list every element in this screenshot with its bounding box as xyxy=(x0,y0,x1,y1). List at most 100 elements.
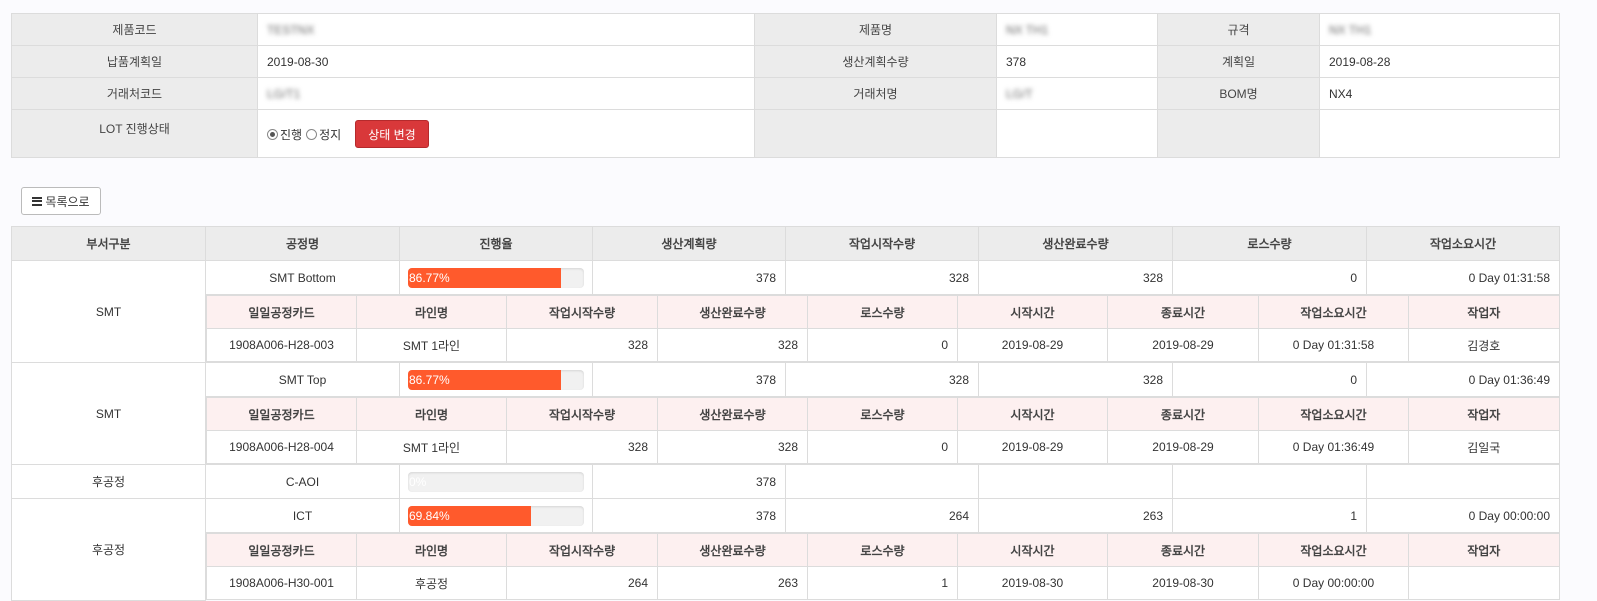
product-name-label: 제품명 xyxy=(754,13,997,46)
plan-qty: 378 xyxy=(592,362,786,397)
progress-fill xyxy=(408,505,531,526)
col-process: 공정명 xyxy=(205,226,400,261)
line-name: SMT 1라인 xyxy=(356,430,507,464)
empty-label-cell xyxy=(754,109,997,158)
detail-start-time: 2019-08-30 xyxy=(957,566,1108,600)
detail-loss-qty: 1 xyxy=(807,566,958,600)
client-name-value: LG/T xyxy=(1006,86,1033,101)
progress-text: 86.77% xyxy=(409,270,450,285)
list-icon xyxy=(32,196,43,206)
detail-done-qty: 263 xyxy=(657,566,808,600)
client-code-value: LG/T1 xyxy=(267,86,301,101)
col-done: 생산완료수량 xyxy=(978,226,1173,261)
card-id: 1908A006-H30-001 xyxy=(206,566,357,600)
dept-cell: SMT xyxy=(11,362,206,465)
dept-cell: 후공정 xyxy=(11,464,206,499)
radio-progress-label: 진행 xyxy=(280,127,303,142)
detail-start-qty: 328 xyxy=(506,430,658,464)
progress-text: 69.84% xyxy=(409,508,450,523)
detail-start-time: 2019-08-29 xyxy=(957,430,1108,464)
progress-bar: 0% xyxy=(408,471,584,492)
empty-value-cell xyxy=(1319,109,1560,158)
sub-col-done: 생산완료수량 xyxy=(657,533,808,567)
back-to-list-label: 목록으로 xyxy=(45,194,90,209)
change-status-button[interactable]: 상태 변경 xyxy=(355,120,429,148)
radio-stop[interactable]: 정지 xyxy=(306,126,341,143)
loss-qty: 1 xyxy=(1172,498,1367,533)
progress-text: 0% xyxy=(409,474,427,489)
col-progress: 진행율 xyxy=(399,226,593,261)
sub-col-line: 라인명 xyxy=(356,397,507,431)
detail-work-time: 0 Day 00:00:00 xyxy=(1258,566,1409,600)
bom-value: NX4 xyxy=(1319,77,1560,110)
plan-qty: 378 xyxy=(592,498,786,533)
product-code-value: TESTNX xyxy=(267,22,315,37)
loss-qty: 0 xyxy=(1172,362,1367,397)
sub-col-line: 라인명 xyxy=(356,295,507,329)
plan-qty: 378 xyxy=(592,260,786,295)
radio-progress[interactable]: 진행 xyxy=(267,126,302,143)
detail-table: 일일공정카드 라인명 작업시작수량 생산완료수량 로스수량 시작시간 종료시간 … xyxy=(206,295,1560,362)
sub-col-start-time: 시작시간 xyxy=(957,295,1108,329)
detail-table: 일일공정카드 라인명 작업시작수량 생산완료수량 로스수량 시작시간 종료시간 … xyxy=(206,533,1560,600)
start-qty: 264 xyxy=(785,498,979,533)
process-table-header: 부서구분 공정명 진행율 생산계획량 작업시작수량 생산완료수량 로스수량 작업… xyxy=(11,226,1560,261)
sub-col-start: 작업시작수량 xyxy=(506,295,658,329)
detail-end-time: 2019-08-29 xyxy=(1107,328,1259,362)
detail-worker: 김경호 xyxy=(1408,328,1560,362)
sub-col-worker: 작업자 xyxy=(1408,533,1560,567)
dept-cell: 후공정 xyxy=(11,498,206,601)
sub-col-start: 작업시작수량 xyxy=(506,397,658,431)
sub-col-worker: 작업자 xyxy=(1408,295,1560,329)
process-name: ICT xyxy=(205,498,400,533)
process-name: C-AOI xyxy=(205,464,400,499)
detail-end-time: 2019-08-29 xyxy=(1107,430,1259,464)
sub-col-end-time: 종료시간 xyxy=(1107,295,1259,329)
detail-row: 1908A006-H30-001 후공정 264 263 1 2019-08-3… xyxy=(206,566,1560,600)
sub-col-end-time: 종료시간 xyxy=(1107,533,1259,567)
plan-date-value: 2019-08-28 xyxy=(1319,45,1560,78)
done-qty: 328 xyxy=(978,362,1173,397)
card-id: 1908A006-H28-004 xyxy=(206,430,357,464)
progress-fill xyxy=(408,267,561,288)
work-time: 0 Day 00:00:00 xyxy=(1366,498,1560,533)
loss-qty: 0 xyxy=(1172,260,1367,295)
detail-header: 일일공정카드 라인명 작업시작수량 생산완료수량 로스수량 시작시간 종료시간 … xyxy=(206,397,1560,431)
sub-col-time: 작업소요시간 xyxy=(1258,533,1409,567)
detail-done-qty: 328 xyxy=(657,328,808,362)
sub-col-loss: 로스수량 xyxy=(807,295,958,329)
progress-text: 86.77% xyxy=(409,372,450,387)
delivery-date-label: 납품계획일 xyxy=(11,45,258,78)
plan-qty: 378 xyxy=(592,464,786,499)
plan-qty-label: 생산계획수량 xyxy=(754,45,997,78)
back-to-list-button[interactable]: 목록으로 xyxy=(21,187,101,215)
detail-table: 일일공정카드 라인명 작업시작수량 생산완료수량 로스수량 시작시간 종료시간 … xyxy=(206,397,1560,464)
card-id: 1908A006-H28-003 xyxy=(206,328,357,362)
done-qty: 263 xyxy=(978,498,1173,533)
detail-row: 1908A006-H28-004 SMT 1라인 328 328 0 2019-… xyxy=(206,430,1560,464)
dept-cell: SMT xyxy=(11,260,206,363)
start-qty: 328 xyxy=(785,362,979,397)
progress-fill xyxy=(408,369,561,390)
detail-header: 일일공정카드 라인명 작업시작수량 생산완료수량 로스수량 시작시간 종료시간 … xyxy=(206,533,1560,567)
detail-loss-qty: 0 xyxy=(807,328,958,362)
process-row: 후공정 C-AOI 0% 378 xyxy=(11,464,1560,499)
radio-progress-dot[interactable] xyxy=(267,128,278,140)
col-loss: 로스수량 xyxy=(1172,226,1367,261)
done-qty: 328 xyxy=(978,260,1173,295)
product-code-label: 제품코드 xyxy=(11,13,258,46)
detail-worker: 김일국 xyxy=(1408,430,1560,464)
progress-bar: 86.77% xyxy=(408,369,584,390)
detail-loss-qty: 0 xyxy=(807,430,958,464)
process-table: 부서구분 공정명 진행율 생산계획량 작업시작수량 생산완료수량 로스수량 작업… xyxy=(11,226,1560,601)
spec-label: 규격 xyxy=(1157,13,1320,46)
product-name-value: NX TH1 xyxy=(1006,22,1049,37)
process-name: SMT Top xyxy=(205,362,400,397)
detail-work-time: 0 Day 01:36:49 xyxy=(1258,430,1409,464)
spec-value: NX TH1 xyxy=(1329,22,1372,37)
line-name: 후공정 xyxy=(356,566,507,600)
sub-col-done: 생산완료수량 xyxy=(657,397,808,431)
radio-stop-dot[interactable] xyxy=(306,128,318,140)
process-row: SMT SMT Top 86.77% 378 328 328 0 0 Day 0… xyxy=(11,362,1560,465)
client-code-label: 거래처코드 xyxy=(11,77,258,110)
